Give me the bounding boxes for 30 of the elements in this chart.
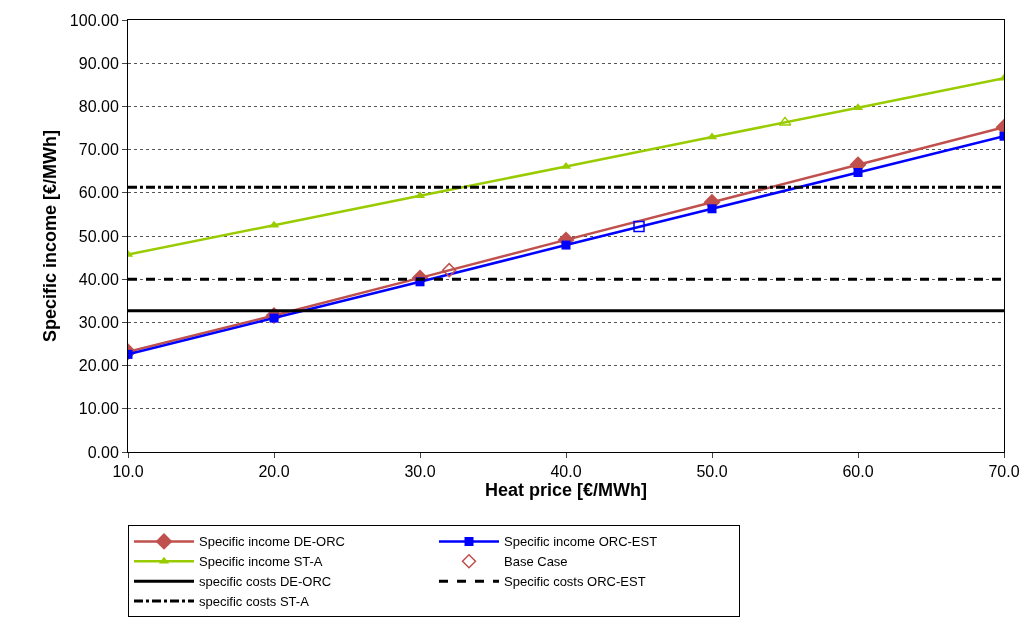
y-tick-label: 50.00: [78, 227, 119, 245]
y-tick-label: 0.00: [87, 443, 119, 461]
y-tick-label: 70.00: [78, 141, 119, 159]
y-tick-label: 20.00: [78, 357, 119, 375]
x-tick-label: 50.0: [696, 463, 728, 481]
y-axis-title: Specific income [€/MWh]: [40, 129, 61, 343]
point: [853, 168, 863, 177]
point: [561, 240, 571, 250]
legend-label: specific costs DE-ORC: [199, 574, 332, 590]
y-tick-label: 40.00: [78, 270, 119, 288]
legend-label: specific costs ST-A: [199, 594, 310, 610]
x-tick-label: 30.0: [404, 463, 436, 481]
legend-label: Base Case: [504, 554, 568, 570]
x-tick-label: 60.0: [842, 463, 874, 481]
point: [707, 204, 717, 214]
y-tick-label: 100.00: [69, 11, 119, 29]
y-tick-label: 30.00: [78, 314, 119, 331]
legend-label: Specific income ORC-EST: [504, 534, 658, 550]
y-tick-label: 90.00: [78, 54, 119, 72]
legend-label: Specific income DE-ORC: [199, 534, 345, 550]
y-tick-label: 60.00: [78, 184, 119, 202]
legend-label: Specific income ST-A: [199, 554, 323, 570]
y-tick-label: 10.00: [78, 400, 119, 418]
x-axis-title: Heat price [€/MWh]: [484, 480, 648, 501]
legend-label: Specific costs ORC-EST: [504, 574, 646, 590]
x-tick-label: 10.0: [112, 463, 144, 481]
y-tick-label: 80.00: [78, 98, 119, 115]
x-tick-label: 40.0: [550, 463, 582, 481]
x-tick-label: 70.0: [988, 463, 1020, 481]
x-tick-label: 20.0: [258, 463, 290, 481]
